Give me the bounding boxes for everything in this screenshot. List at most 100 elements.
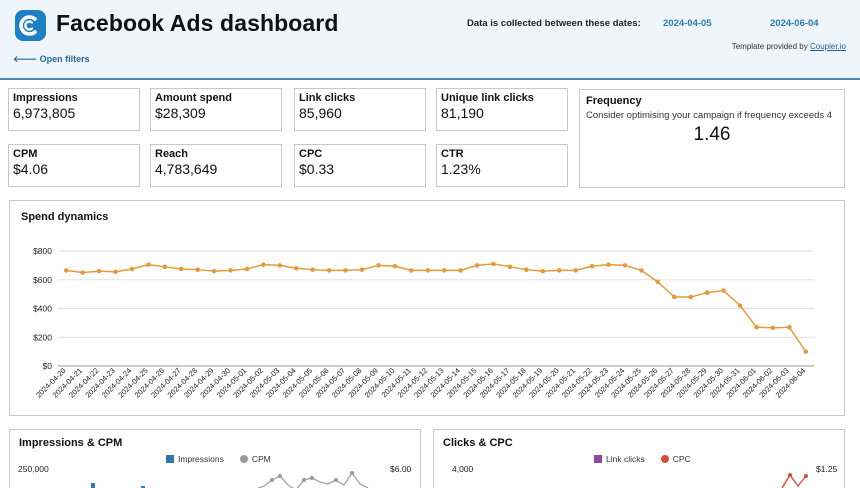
spend-point bbox=[441, 268, 447, 273]
spend-point bbox=[211, 268, 217, 274]
spend-point bbox=[737, 303, 743, 308]
spend-point bbox=[425, 268, 431, 273]
kpi-link-clicks: Link clicks 85,960 bbox=[294, 88, 426, 131]
spend-point bbox=[178, 266, 184, 272]
frequency-card: Frequency Consider optimising your campa… bbox=[579, 89, 845, 188]
spend-point bbox=[770, 325, 776, 331]
cpm-y-top: $6.00 bbox=[390, 464, 412, 474]
spend-point bbox=[787, 324, 792, 330]
spend-point bbox=[672, 294, 677, 300]
spend-point bbox=[507, 264, 513, 270]
cpc-point bbox=[804, 474, 808, 478]
spend-point bbox=[359, 267, 365, 272]
spend-point bbox=[606, 262, 611, 267]
spend-point bbox=[754, 324, 759, 330]
kpi-label: CPC bbox=[299, 148, 323, 160]
spend-point bbox=[392, 263, 398, 269]
kpi-label: Link clicks bbox=[299, 92, 356, 104]
template-prefix: Template provided by bbox=[731, 42, 810, 51]
cpc-y-top: $1.25 bbox=[816, 464, 838, 474]
cpm-point bbox=[310, 476, 314, 480]
kpi-cpc: CPC $0.33 bbox=[294, 144, 426, 187]
cpm-legend-label: CPM bbox=[251, 454, 271, 464]
impressions-cpm-panel: Impressions & CPM Impressions CPM 250,00… bbox=[9, 429, 421, 488]
impressions-cpm-preview bbox=[91, 471, 369, 488]
cpc-point bbox=[788, 473, 792, 477]
coupler-logo-icon bbox=[15, 10, 46, 41]
kpi-value: $28,309 bbox=[155, 105, 206, 121]
kpi-value: 6,973,805 bbox=[13, 105, 76, 121]
cpc-legend-swatch bbox=[660, 455, 669, 463]
spend-point bbox=[343, 268, 348, 273]
spend-chart[interactable]: $0$200$400$600$8002024-04-202024-04-2120… bbox=[10, 201, 846, 417]
y-tick-label: $800 bbox=[33, 246, 52, 256]
coupler-link[interactable]: Coupler.io bbox=[809, 42, 846, 51]
spend-point bbox=[491, 261, 496, 267]
clicks-cpc-preview bbox=[781, 473, 808, 488]
kpi-value: 81,190 bbox=[441, 105, 484, 121]
kpi-label: CTR bbox=[441, 148, 464, 160]
cpm-point bbox=[350, 471, 354, 475]
kpi-label: Reach bbox=[155, 148, 189, 160]
spend-line bbox=[66, 263, 807, 353]
spend-point bbox=[63, 268, 69, 273]
spend-point bbox=[228, 268, 233, 273]
spend-point bbox=[573, 268, 578, 273]
spend-point bbox=[704, 290, 710, 295]
spend-point bbox=[376, 263, 381, 268]
spend-point bbox=[96, 268, 102, 274]
spend-chart-title: Spend dynamics bbox=[21, 211, 109, 223]
open-filters-button[interactable]: 🡐 Open filters bbox=[13, 54, 90, 64]
cpc-legend-label: CPC bbox=[672, 454, 691, 464]
spend-point bbox=[688, 294, 694, 300]
link-clicks-legend-label: Link clicks bbox=[606, 454, 645, 464]
impressions-y-top: 250,000 bbox=[18, 464, 49, 474]
template-note: Template provided by Coupler.io bbox=[732, 42, 846, 51]
spend-dynamics-panel: Spend dynamics $0 $200 $400 $600 $800 2024-04… bbox=[9, 200, 845, 416]
kpi-value: 4,783,649 bbox=[155, 161, 218, 177]
date-start[interactable]: 2024-04-05 bbox=[663, 18, 712, 29]
spend-point bbox=[589, 263, 595, 269]
spend-point bbox=[113, 269, 118, 275]
spend-point bbox=[244, 266, 250, 272]
y-tick-label: $600 bbox=[33, 275, 52, 285]
spend-point bbox=[458, 268, 463, 273]
page-title: Facebook Ads dashboard bbox=[56, 10, 339, 36]
impressions-cpm-legend: Impressions CPM bbox=[166, 454, 271, 464]
spend-point bbox=[261, 262, 266, 267]
impressions-bar bbox=[91, 483, 95, 488]
kpi-value: $4.06 bbox=[13, 161, 49, 177]
spend-point bbox=[146, 262, 151, 267]
kpi-unique-link-clicks: Unique link clicks 81,190 bbox=[436, 88, 568, 131]
frequency-note: Consider optimising your campaign if fre… bbox=[586, 110, 833, 121]
cpm-point bbox=[334, 478, 338, 482]
date-end[interactable]: 2024-06-04 bbox=[770, 18, 819, 29]
spend-point bbox=[129, 266, 135, 272]
spend-point bbox=[409, 268, 414, 273]
kpi-amount-spend: Amount spend $28,309 bbox=[150, 88, 282, 131]
spend-point bbox=[721, 288, 726, 293]
kpi-ctr: CTR 1.23% bbox=[436, 144, 568, 187]
kpi-label: CPM bbox=[13, 148, 38, 160]
spend-point bbox=[622, 263, 628, 268]
spend-point bbox=[277, 263, 283, 268]
spend-point bbox=[524, 267, 529, 272]
frequency-label: Frequency bbox=[586, 95, 642, 107]
spend-point bbox=[294, 265, 299, 271]
y-tick-label: $0 bbox=[43, 361, 53, 371]
impressions-bar bbox=[141, 486, 145, 488]
frequency-value: 1.46 bbox=[693, 124, 731, 145]
clicks-cpc-panel: Clicks & CPC Link clicks CPC 4,000 $1.25 bbox=[433, 429, 845, 488]
spend-point bbox=[80, 270, 85, 275]
cpm-point bbox=[302, 478, 306, 482]
kpi-impressions: Impressions 6,973,805 bbox=[8, 88, 140, 131]
clicks-cpc-legend: Link clicks CPC bbox=[594, 454, 691, 464]
spend-point bbox=[474, 263, 480, 268]
cpc-line bbox=[781, 473, 807, 488]
kpi-value: 85,960 bbox=[299, 105, 342, 121]
kpi-value: 1.23% bbox=[441, 161, 481, 177]
cpm-point bbox=[270, 478, 274, 482]
y-tick-label: $400 bbox=[33, 304, 52, 314]
impressions-legend-swatch bbox=[166, 455, 174, 463]
clicks-y-top: 4,000 bbox=[452, 464, 474, 474]
